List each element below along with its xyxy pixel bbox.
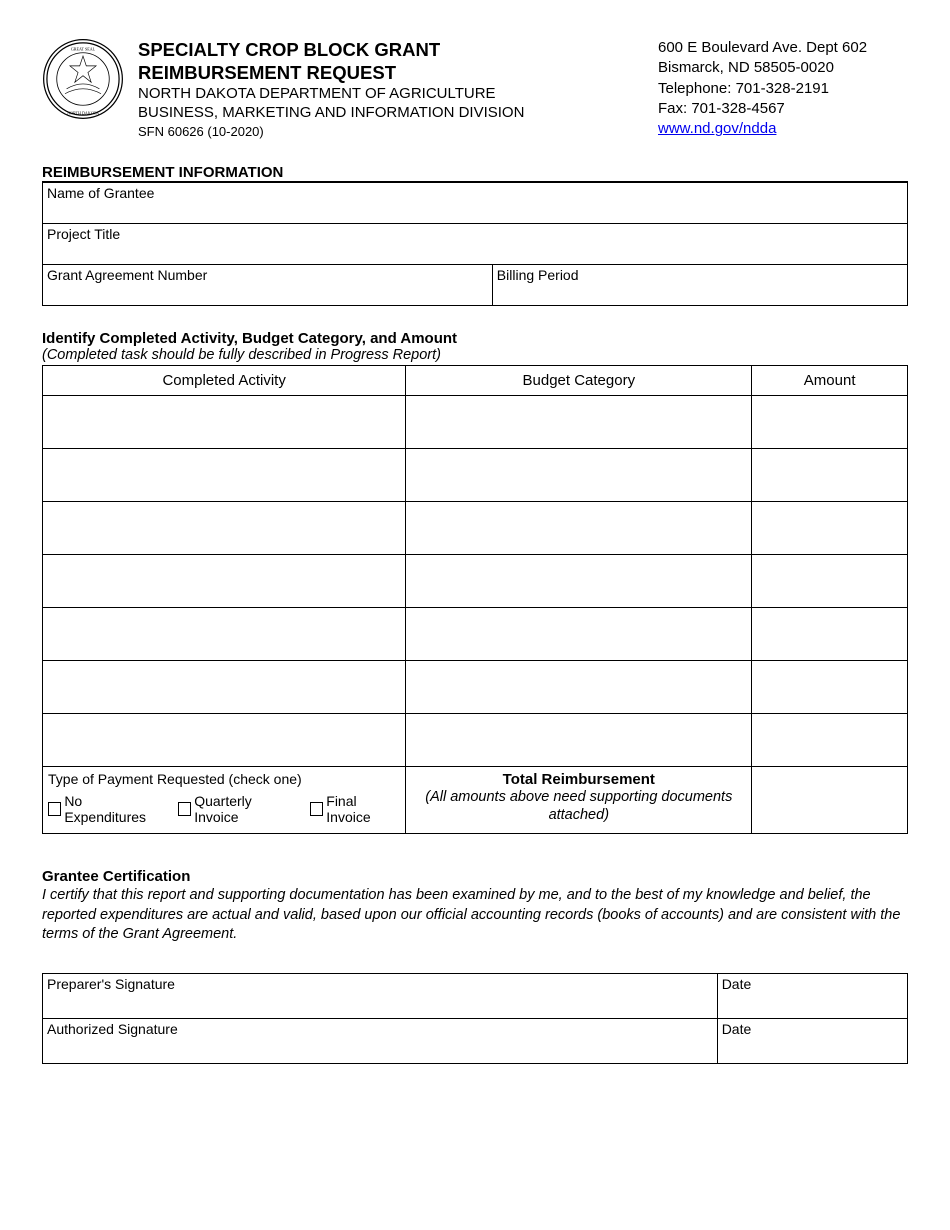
field-grant-number-label: Grant Agreement Number bbox=[47, 267, 207, 283]
chk-no-expenditures[interactable]: No Expenditures bbox=[48, 793, 162, 825]
amount-cell[interactable] bbox=[752, 502, 908, 555]
address-line-1: 600 E Boulevard Ave. Dept 602 bbox=[658, 38, 908, 58]
reimbursement-info-table: Name of Grantee Project Title Grant Agre… bbox=[42, 183, 908, 306]
activity-cell[interactable] bbox=[43, 449, 406, 502]
activity-row bbox=[43, 714, 908, 767]
activity-row bbox=[43, 502, 908, 555]
category-cell[interactable] bbox=[406, 608, 752, 661]
address-line-2: Bismarck, ND 58505-0020 bbox=[658, 58, 908, 78]
activity-cell[interactable] bbox=[43, 661, 406, 714]
section-heading-reimbursement: REIMBURSEMENT INFORMATION bbox=[42, 164, 908, 183]
chk-no-expenditures-input[interactable] bbox=[48, 802, 61, 816]
title-line-2: REIMBURSEMENT REQUEST bbox=[138, 61, 644, 84]
chk-quarterly-invoice-input[interactable] bbox=[178, 802, 191, 816]
field-billing-period-label: Billing Period bbox=[497, 267, 579, 283]
svg-text:GREAT SEAL: GREAT SEAL bbox=[71, 46, 96, 51]
field-grantee[interactable]: Name of Grantee bbox=[43, 183, 908, 224]
category-cell[interactable] bbox=[406, 502, 752, 555]
header: GREAT SEAL NORTH DAKOTA SPECIALTY CROP B… bbox=[42, 38, 908, 140]
state-seal-icon: GREAT SEAL NORTH DAKOTA bbox=[42, 38, 124, 120]
activity-cell[interactable] bbox=[43, 555, 406, 608]
total-reimbursement-note: (All amounts above need supporting docum… bbox=[412, 788, 745, 824]
field-project-title-label: Project Title bbox=[47, 226, 120, 242]
section-note-activity: (Completed task should be fully describe… bbox=[42, 347, 908, 363]
chk-final-invoice-input[interactable] bbox=[310, 802, 323, 816]
amount-cell[interactable] bbox=[752, 608, 908, 661]
category-cell[interactable] bbox=[406, 396, 752, 449]
certification-text: I certify that this report and supportin… bbox=[42, 886, 908, 945]
category-cell[interactable] bbox=[406, 661, 752, 714]
contact-block: 600 E Boulevard Ave. Dept 602 Bismarck, … bbox=[658, 38, 908, 139]
payment-type-cell: Type of Payment Requested (check one) No… bbox=[43, 767, 406, 834]
authorized-date-field[interactable]: Date bbox=[717, 1018, 907, 1063]
activity-cell[interactable] bbox=[43, 396, 406, 449]
signature-table: Preparer's Signature Date Authorized Sig… bbox=[42, 973, 908, 1064]
activity-tbody bbox=[43, 396, 908, 767]
certification-heading: Grantee Certification bbox=[42, 868, 908, 885]
title-line-1: SPECIALTY CROP BLOCK GRANT bbox=[138, 38, 644, 61]
chk-final-invoice-label: Final Invoice bbox=[326, 793, 400, 825]
total-reimbursement-title: Total Reimbursement bbox=[412, 771, 745, 788]
col-header-category: Budget Category bbox=[406, 366, 752, 396]
section-heading-activity: Identify Completed Activity, Budget Cate… bbox=[42, 330, 908, 347]
form-number: SFN 60626 (10-2020) bbox=[138, 124, 644, 140]
activity-cell[interactable] bbox=[43, 714, 406, 767]
category-cell[interactable] bbox=[406, 714, 752, 767]
total-reimbursement-amount[interactable] bbox=[752, 767, 908, 834]
chk-no-expenditures-label: No Expenditures bbox=[64, 793, 162, 825]
payment-type-options: No Expenditures Quarterly Invoice Final … bbox=[48, 793, 400, 825]
col-header-amount: Amount bbox=[752, 366, 908, 396]
activity-table: Completed Activity Budget Category Amoun… bbox=[42, 365, 908, 834]
field-grantee-label: Name of Grantee bbox=[47, 185, 154, 201]
svg-text:NORTH DAKOTA: NORTH DAKOTA bbox=[67, 110, 99, 115]
chk-quarterly-invoice-label: Quarterly Invoice bbox=[194, 793, 294, 825]
payment-type-label: Type of Payment Requested (check one) bbox=[48, 771, 400, 787]
activity-row bbox=[43, 555, 908, 608]
website-link[interactable]: www.nd.gov/ndda bbox=[658, 120, 776, 137]
category-cell[interactable] bbox=[406, 555, 752, 608]
activity-row bbox=[43, 396, 908, 449]
telephone: Telephone: 701-328-2191 bbox=[658, 79, 908, 99]
page-container: GREAT SEAL NORTH DAKOTA SPECIALTY CROP B… bbox=[0, 0, 950, 1106]
amount-cell[interactable] bbox=[752, 714, 908, 767]
preparer-date-field[interactable]: Date bbox=[717, 973, 907, 1018]
dept-line-1: NORTH DAKOTA DEPARTMENT OF AGRICULTURE bbox=[138, 85, 644, 104]
preparer-date-label: Date bbox=[722, 976, 752, 992]
total-reimbursement-label-cell: Total Reimbursement (All amounts above n… bbox=[406, 767, 752, 834]
authorized-signature-field[interactable]: Authorized Signature bbox=[43, 1018, 718, 1063]
amount-cell[interactable] bbox=[752, 396, 908, 449]
activity-row bbox=[43, 449, 908, 502]
preparer-signature-field[interactable]: Preparer's Signature bbox=[43, 973, 718, 1018]
chk-final-invoice[interactable]: Final Invoice bbox=[310, 793, 400, 825]
title-block: SPECIALTY CROP BLOCK GRANT REIMBURSEMENT… bbox=[138, 38, 644, 140]
amount-cell[interactable] bbox=[752, 661, 908, 714]
field-project-title[interactable]: Project Title bbox=[43, 224, 908, 265]
amount-cell[interactable] bbox=[752, 449, 908, 502]
field-grant-number[interactable]: Grant Agreement Number bbox=[43, 265, 493, 306]
activity-cell[interactable] bbox=[43, 502, 406, 555]
col-header-activity: Completed Activity bbox=[43, 366, 406, 396]
activity-row bbox=[43, 608, 908, 661]
preparer-signature-label: Preparer's Signature bbox=[47, 976, 175, 992]
fax: Fax: 701-328-4567 bbox=[658, 99, 908, 119]
dept-line-2: BUSINESS, MARKETING AND INFORMATION DIVI… bbox=[138, 104, 644, 123]
authorized-date-label: Date bbox=[722, 1021, 752, 1037]
authorized-signature-label: Authorized Signature bbox=[47, 1021, 178, 1037]
category-cell[interactable] bbox=[406, 449, 752, 502]
activity-row bbox=[43, 661, 908, 714]
amount-cell[interactable] bbox=[752, 555, 908, 608]
activity-cell[interactable] bbox=[43, 608, 406, 661]
chk-quarterly-invoice[interactable]: Quarterly Invoice bbox=[178, 793, 294, 825]
field-billing-period[interactable]: Billing Period bbox=[492, 265, 907, 306]
